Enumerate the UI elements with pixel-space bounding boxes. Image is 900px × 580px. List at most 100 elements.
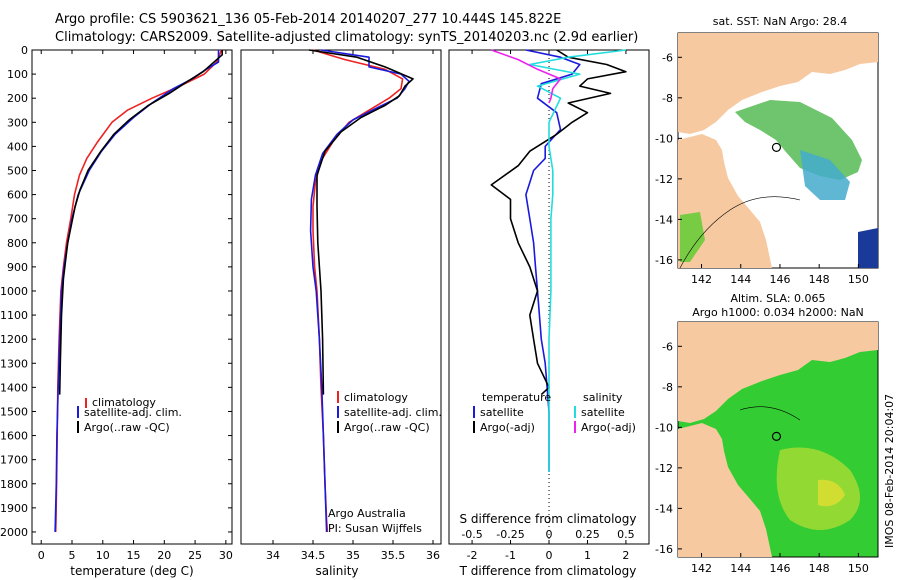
depth-tick-label: 1800 <box>0 478 28 491</box>
legend-t-satellite-label: satellite <box>480 406 524 419</box>
depth-tick-label: 1100 <box>0 309 28 322</box>
difference-panel: -2 -1 0 1 2 -0.5 -0.25 0 0.25 0.5 T difference f… <box>448 49 650 578</box>
difference-series <box>490 49 627 472</box>
lat-tick-label: -10 <box>655 132 673 145</box>
attribution-org: Argo Australia <box>328 507 406 520</box>
series-line-argo-raw-qc- <box>308 49 414 395</box>
legend-argo-label: Argo(..raw -QC) <box>344 421 430 434</box>
legend-t-argo-label: Argo(-adj) <box>480 421 535 434</box>
lon-tick-label: 146 <box>769 273 790 286</box>
cape-york-landmass <box>678 423 772 557</box>
temperature-plot-frame <box>31 49 233 545</box>
x-tick-label: 20 <box>157 549 171 562</box>
depth-tick-label: 200 <box>7 92 28 105</box>
t-difference-xlabel: T difference from climatology <box>459 564 637 578</box>
attribution-pi: PI: Susan Wijffels <box>328 522 422 535</box>
x-tick-label: 15 <box>127 549 141 562</box>
sst-map-content <box>678 33 878 268</box>
depth-tick-label: 1200 <box>0 333 28 346</box>
salinity-xlabel: salinity <box>315 564 358 578</box>
salinity-series <box>308 49 414 533</box>
x-tick-label: 5 <box>69 549 76 562</box>
temperature-tick-labels: 0 5 10 15 20 25 30 <box>38 50 233 562</box>
legend-argo-label: Argo(..raw -QC) <box>84 421 170 434</box>
lon-tick-label: 142 <box>691 562 712 575</box>
s-tick-label: 0.25 <box>575 528 600 541</box>
depth-tick-label: 500 <box>7 164 28 177</box>
legend-satellite-label: satellite-adj. clim. <box>344 406 442 419</box>
salinity-tick-labels: 34 34.5 35 35.5 36 <box>266 50 440 562</box>
depth-tick-label: 600 <box>7 189 28 202</box>
sst-map-argo-marker <box>771 142 782 152</box>
x-tick-label: 1 <box>584 549 591 562</box>
depth-tick-label: 800 <box>7 237 28 250</box>
temperature-panel: 0100200300400500600700800900100011001200… <box>0 44 649 578</box>
difference-legend: temperature salinity satellite Argo(-adj… <box>473 391 636 434</box>
lat-tick-label: -14 <box>655 502 673 515</box>
lon-tick-label: 150 <box>848 562 869 575</box>
new-guinea-landmass <box>678 33 878 134</box>
series-line-salinity-argo-adj- <box>491 49 562 104</box>
x-tick-label: 25 <box>188 549 202 562</box>
series-line-satellite-adj-clim- <box>309 49 410 533</box>
s-tick-label: -0.5 <box>461 528 482 541</box>
lat-tick-label: -10 <box>655 421 673 434</box>
sst-map-lat-ticks: -6 -8 -10 -12 -14 -16 <box>655 51 682 267</box>
depth-tick-label: 0 <box>21 44 28 57</box>
sst-map: sat. SST: NaN Argo: 28.4 -6 -8 -10 -12 -14 -1… <box>655 15 879 286</box>
depth-tick-label: 400 <box>7 140 28 153</box>
sst-west-pixels <box>680 212 705 262</box>
s-tick-label: 0.5 <box>617 528 635 541</box>
s-tick-label: -0.25 <box>496 528 524 541</box>
legend-satellite-label: satellite-adj. clim. <box>84 406 182 419</box>
x-tick-label: 0 <box>546 549 553 562</box>
sla-map-title-1: Altim. SLA: 0.065 <box>730 292 825 305</box>
x-tick-label: 2 <box>622 549 629 562</box>
sla-map: Altim. SLA: 0.065 Argo h1000: 0.034 h200… <box>655 292 879 575</box>
x-tick-label: 35 <box>346 549 360 562</box>
salinity-panel: 34 34.5 35 35.5 36 salinity climatology sate… <box>240 49 442 578</box>
x-tick-label: 30 <box>219 549 233 562</box>
series-line-salinity-satellite <box>528 49 626 472</box>
lat-tick-label: -16 <box>655 254 673 267</box>
sst-map-lon-ticks: 142 144 146 148 150 <box>691 264 869 286</box>
depth-tick-label: 1900 <box>0 502 28 515</box>
sla-map-lon-ticks: 142 144 146 148 150 <box>691 553 869 575</box>
t-difference-tick-labels: -2 -1 0 1 2 <box>467 50 629 562</box>
sst-map-title: sat. SST: NaN Argo: 28.4 <box>713 15 847 28</box>
lat-tick-label: -12 <box>655 173 673 186</box>
sst-cloud-free-pixels <box>735 100 862 180</box>
lon-tick-label: 148 <box>809 273 830 286</box>
legend-temperature-head: temperature <box>482 391 551 404</box>
depth-tick-label: 1500 <box>0 405 28 418</box>
sla-map-content <box>678 322 878 557</box>
imos-stamp: IMOS 08-Feb-2014 20:04:07 <box>883 394 896 548</box>
legend-climatology-label: climatology <box>92 396 156 409</box>
sst-isobath <box>679 196 801 268</box>
depth-tick-label: 1400 <box>0 381 28 394</box>
title-line-1: Argo profile: CS 5903621_136 05-Feb-2014… <box>55 12 561 27</box>
lon-tick-label: 142 <box>691 273 712 286</box>
series-line-temperature-argo-adj- <box>490 49 627 396</box>
x-tick-label: 34.5 <box>301 549 326 562</box>
lat-tick-label: -6 <box>662 51 673 64</box>
legend-s-satellite-label: satellite <box>581 406 625 419</box>
lon-tick-label: 146 <box>769 562 790 575</box>
sla-isobath <box>739 406 801 421</box>
lat-tick-label: -8 <box>662 381 673 394</box>
depth-tick-label: 700 <box>7 213 28 226</box>
sla-peak-anomaly <box>818 479 845 507</box>
s-difference-tick-labels: -0.5 -0.25 0 0.25 0.5 <box>461 528 634 541</box>
lon-tick-label: 144 <box>730 562 751 575</box>
legend-salinity-head: salinity <box>583 391 623 404</box>
x-tick-label: -1 <box>505 549 516 562</box>
new-guinea-landmass <box>678 322 878 423</box>
title-line-2: Climatology: CARS2009. Satellite-adjuste… <box>55 30 638 45</box>
temperature-series <box>54 49 223 533</box>
legend-s-argo-label: Argo(-adj) <box>581 421 636 434</box>
depth-tick-label: 2000 <box>0 526 28 539</box>
temperature-xlabel: temperature (deg C) <box>70 564 193 578</box>
sla-map-lat-ticks: -6 -8 -10 -12 -14 -16 <box>655 340 682 556</box>
depth-tick-label: 100 <box>7 68 28 81</box>
